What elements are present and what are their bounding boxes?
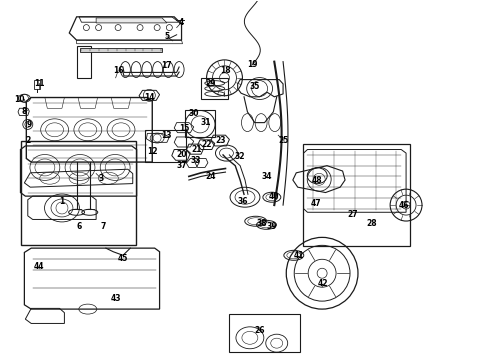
Text: 1: 1 xyxy=(59,197,65,206)
Polygon shape xyxy=(80,48,162,51)
Text: 27: 27 xyxy=(347,210,358,219)
Text: 7: 7 xyxy=(101,222,106,231)
Text: 30: 30 xyxy=(189,109,199,118)
Text: 39: 39 xyxy=(267,222,277,231)
Text: 48: 48 xyxy=(312,176,322,185)
Text: 3: 3 xyxy=(98,174,103,183)
Text: 22: 22 xyxy=(202,140,212,149)
Text: 31: 31 xyxy=(201,118,211,127)
Text: 24: 24 xyxy=(206,172,216,181)
Text: 35: 35 xyxy=(249,82,260,91)
Text: 45: 45 xyxy=(118,255,128,264)
Text: 34: 34 xyxy=(262,172,272,181)
Text: 28: 28 xyxy=(367,219,377,228)
Text: 36: 36 xyxy=(237,197,248,206)
Text: 43: 43 xyxy=(110,294,121,303)
Text: 21: 21 xyxy=(191,145,201,154)
Text: 19: 19 xyxy=(247,60,258,69)
Polygon shape xyxy=(96,18,167,23)
Bar xyxy=(201,78,228,99)
Text: 9: 9 xyxy=(26,120,32,129)
Text: 29: 29 xyxy=(206,79,216,88)
Bar xyxy=(76,45,91,78)
Text: 40: 40 xyxy=(269,192,279,201)
Text: 12: 12 xyxy=(147,147,157,156)
Text: 37: 37 xyxy=(176,161,187,170)
Text: 11: 11 xyxy=(34,79,44,88)
Text: 13: 13 xyxy=(162,131,172,140)
Text: 33: 33 xyxy=(191,156,201,165)
Text: 2: 2 xyxy=(25,136,30,145)
Text: 23: 23 xyxy=(215,136,226,145)
Text: 42: 42 xyxy=(318,279,328,288)
Bar xyxy=(303,144,410,246)
Text: 14: 14 xyxy=(145,93,155,102)
Text: 16: 16 xyxy=(113,66,123,75)
Text: 8: 8 xyxy=(22,107,27,116)
Text: 38: 38 xyxy=(257,219,268,228)
Text: 18: 18 xyxy=(220,66,231,75)
Bar xyxy=(22,140,136,244)
Text: 44: 44 xyxy=(34,262,44,271)
Text: 17: 17 xyxy=(162,61,172,70)
Text: 32: 32 xyxy=(235,152,245,161)
Text: 15: 15 xyxy=(179,123,189,132)
Text: 25: 25 xyxy=(279,136,289,145)
Text: 4: 4 xyxy=(179,18,184,27)
Text: 46: 46 xyxy=(398,201,409,210)
Text: 47: 47 xyxy=(311,199,321,208)
Text: 20: 20 xyxy=(176,150,187,159)
Text: 26: 26 xyxy=(254,326,265,335)
Text: 10: 10 xyxy=(14,95,24,104)
Text: 5: 5 xyxy=(164,32,170,41)
Bar xyxy=(229,315,300,352)
Bar xyxy=(145,130,186,162)
Text: 6: 6 xyxy=(76,222,82,231)
Text: 41: 41 xyxy=(294,251,304,260)
Bar xyxy=(185,110,215,137)
